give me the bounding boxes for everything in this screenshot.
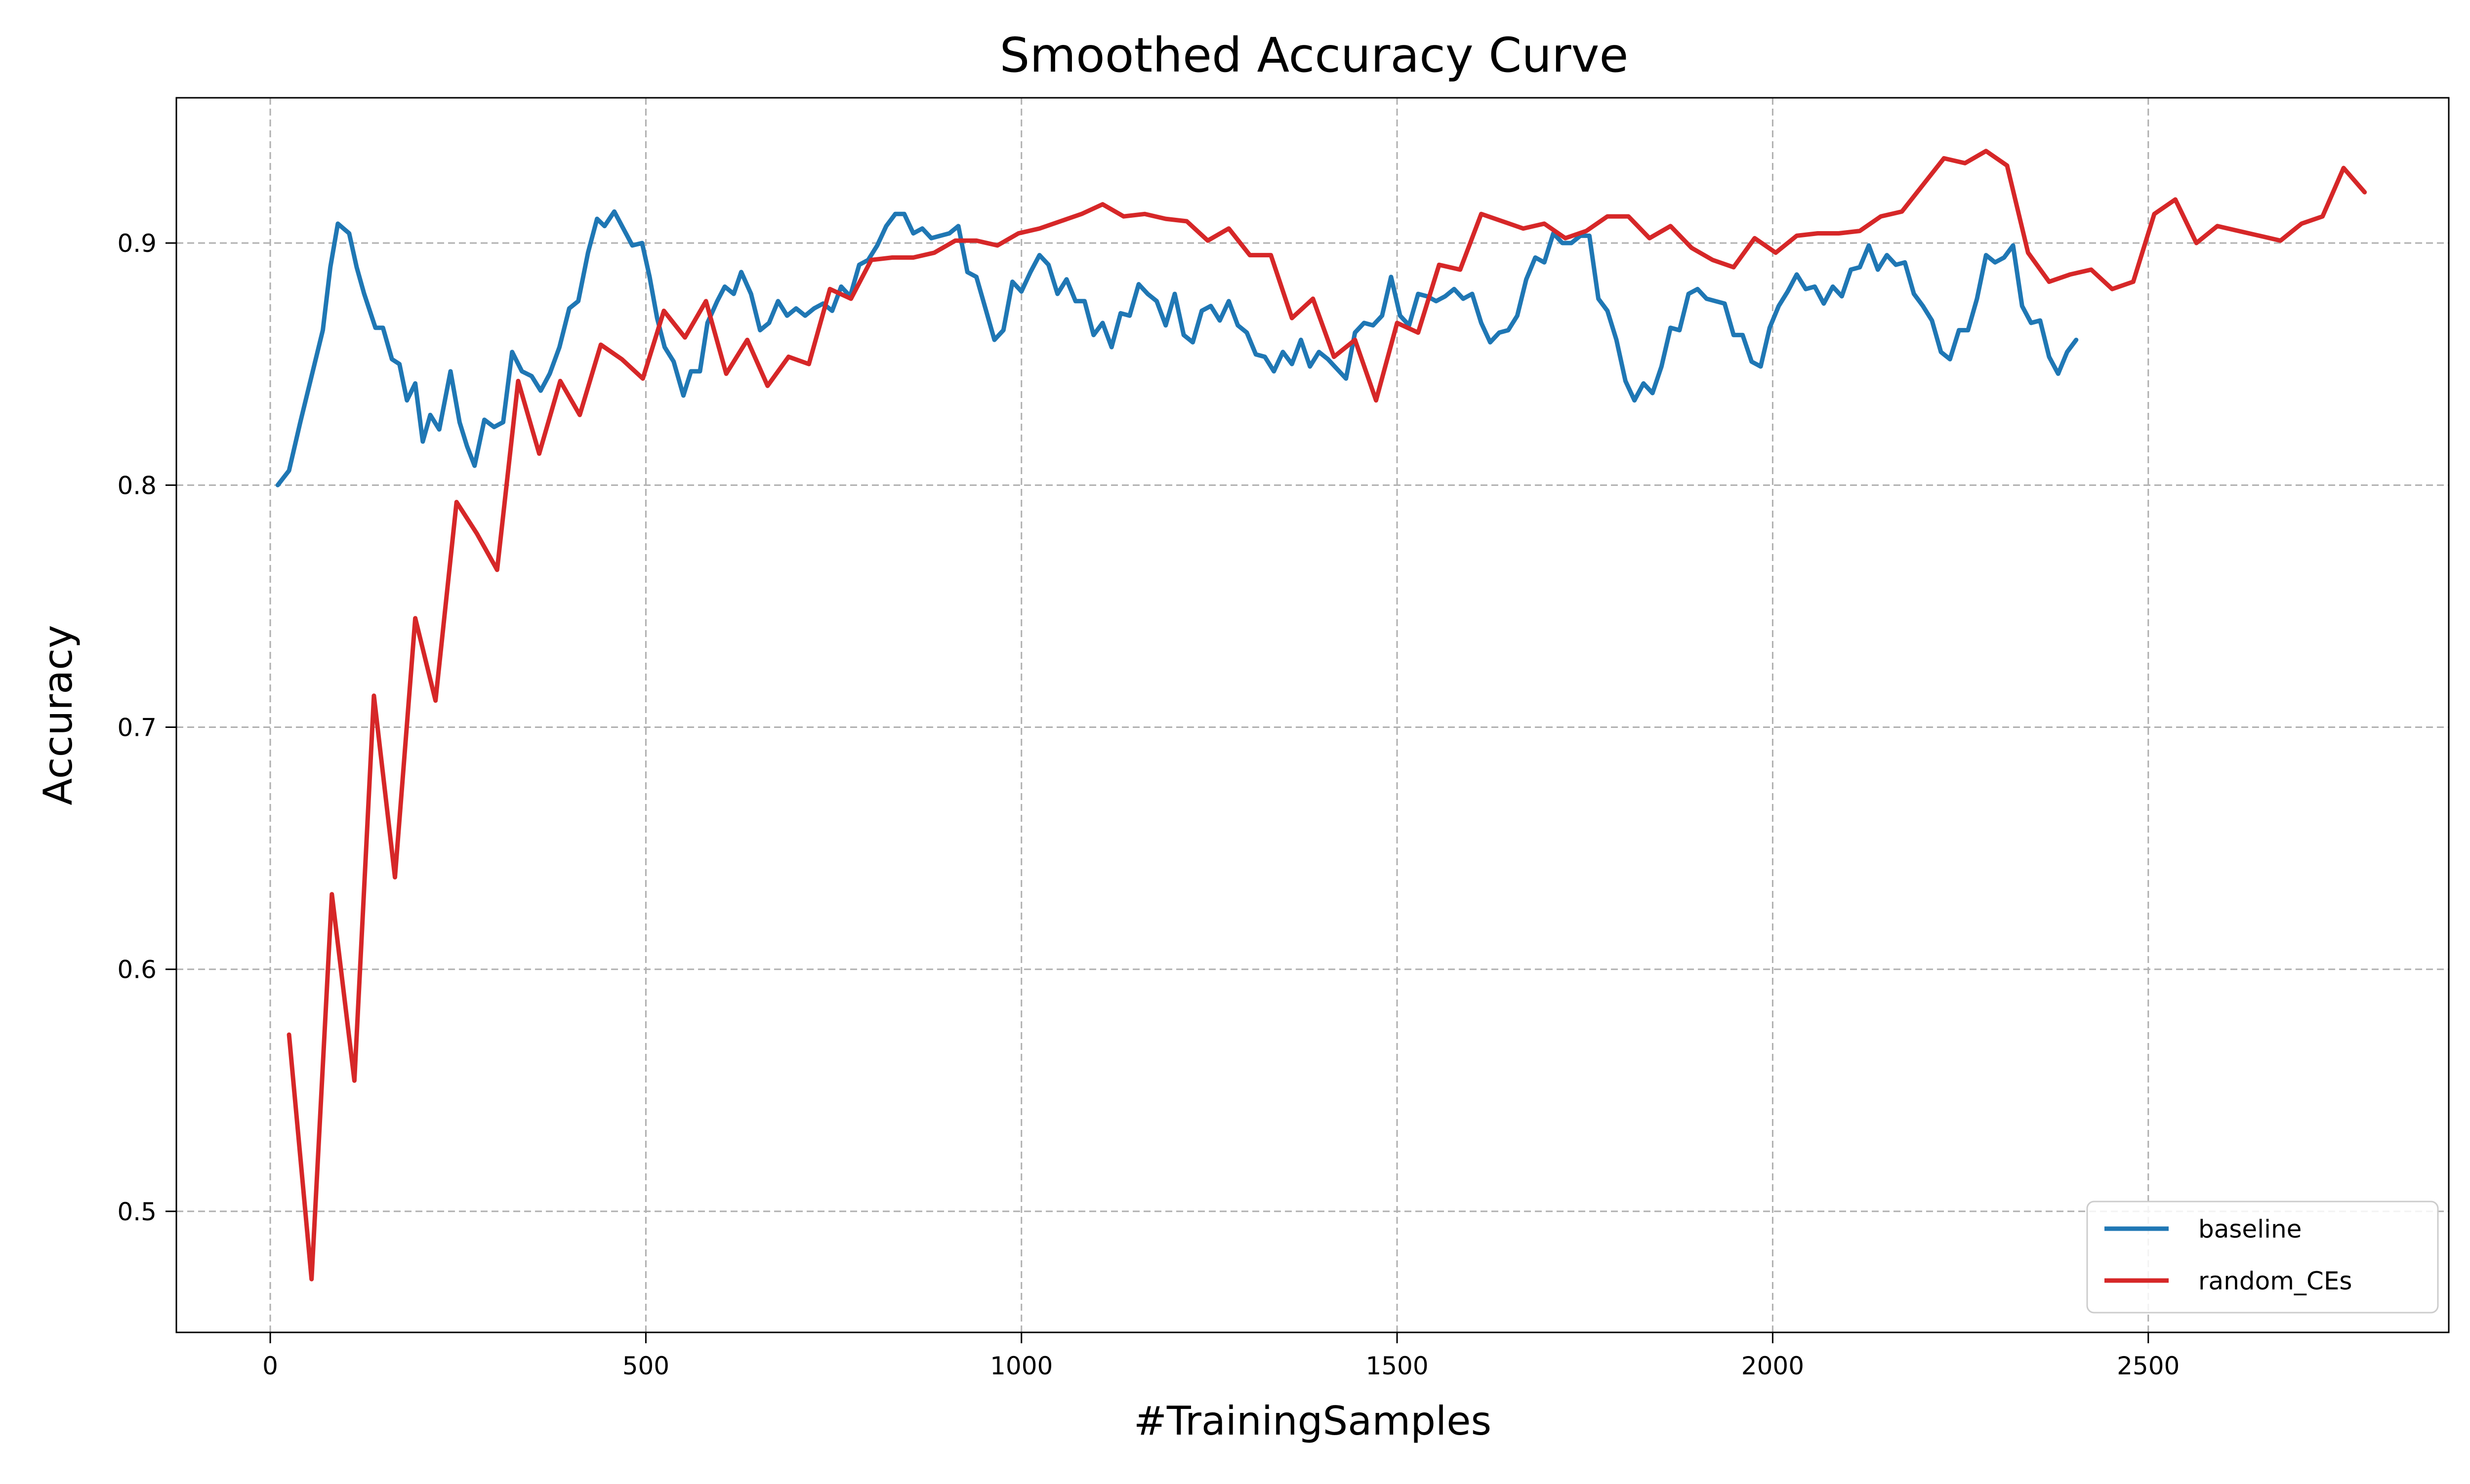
plot-frame bbox=[175, 97, 2450, 1333]
series-layer bbox=[275, 149, 2367, 1282]
y-tick-label: 0.9 bbox=[117, 229, 157, 258]
x-tick-label: 1500 bbox=[1365, 1352, 1428, 1380]
x-tick-label: 2500 bbox=[2117, 1352, 2180, 1380]
legend: baseline random_CEs bbox=[2086, 1201, 2439, 1314]
x-tick-label: 2000 bbox=[1741, 1352, 1804, 1380]
legend-label-random-ces: random_CEs bbox=[2198, 1267, 2352, 1295]
ticks-layer: 0 500 1000 1500 2000 2500 0.5 0.6 0.7 0.8 0.9 bbox=[117, 229, 2180, 1380]
x-tick-label: 1000 bbox=[990, 1352, 1053, 1380]
chart-title: Smoothed Accuracy Curve bbox=[1000, 28, 1629, 83]
y-tick-label: 0.6 bbox=[117, 956, 157, 984]
y-tick-label: 0.7 bbox=[117, 714, 157, 742]
series-line-random-ces bbox=[287, 149, 2367, 1282]
x-tick-label: 0 bbox=[262, 1352, 278, 1380]
y-tick-label: 0.8 bbox=[117, 471, 157, 500]
x-tick-label: 500 bbox=[622, 1352, 669, 1380]
legend-label-baseline: baseline bbox=[2198, 1215, 2302, 1243]
series-line-baseline bbox=[275, 209, 2079, 487]
grid-layer bbox=[176, 98, 2449, 1332]
y-tick-label: 0.5 bbox=[117, 1198, 157, 1226]
y-axis-title: Accuracy bbox=[35, 625, 81, 805]
legend-box bbox=[2086, 1201, 2439, 1314]
x-axis-title: #TrainingSamples bbox=[1134, 1398, 1491, 1444]
